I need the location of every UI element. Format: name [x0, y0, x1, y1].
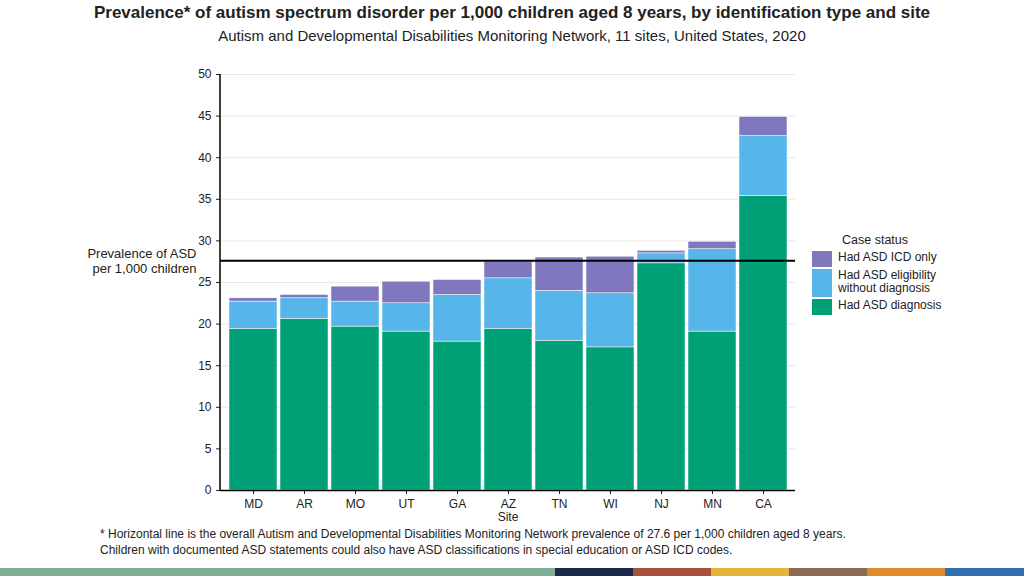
svg-text:NJ: NJ — [654, 497, 669, 511]
svg-text:TN: TN — [552, 497, 568, 511]
svg-text:30: 30 — [198, 234, 212, 248]
html-text:Prevalence* of autism spectrum: Prevalence* of autism spectrum disorder … — [93, 3, 931, 22]
svg-text:CA: CA — [755, 497, 772, 511]
svg-text:AR: AR — [296, 497, 313, 511]
svg-text:45: 45 — [198, 109, 212, 123]
svg-text:25: 25 — [198, 275, 212, 289]
svg-text:40: 40 — [198, 151, 212, 165]
svg-text:0: 0 — [205, 483, 212, 497]
svg-text:Site: Site — [498, 510, 519, 524]
svg-text:AZ: AZ — [500, 497, 517, 511]
html-text:Had ASD ICD only: Had ASD ICD only — [838, 250, 937, 264]
html-text:* Horizontal line is the overa: * Horizontal line is the overall Autism … — [100, 527, 846, 541]
svg-text:10: 10 — [198, 400, 212, 414]
svg-text:WI: WI — [603, 497, 618, 511]
svg-text:MN: MN — [703, 497, 722, 511]
svg-text:UT: UT — [399, 497, 416, 511]
svg-text:5: 5 — [205, 442, 212, 456]
svg-text:MD: MD — [244, 497, 263, 511]
svg-text:Prevalence of ASDper 1,000 chi: Prevalence of ASDper 1,000 children — [87, 246, 196, 275]
svg-text:50: 50 — [198, 67, 212, 81]
svg-text:15: 15 — [198, 359, 212, 373]
html-text:Case status: Case status — [842, 233, 908, 247]
svg-text:GA: GA — [449, 497, 466, 511]
html-text:Had ASD diagnosis: Had ASD diagnosis — [838, 298, 942, 312]
svg-text:35: 35 — [198, 192, 212, 206]
html-text:Had ASD eligibility without di: Had ASD eligibility without diagnosis — [838, 268, 936, 295]
html-text:Autism and Developmental Disab: Autism and Developmental Disabilities Mo… — [218, 27, 806, 44]
svg-text:MO: MO — [346, 497, 365, 511]
html-text:Children with documented ASD s: Children with documented ASD statements … — [100, 543, 733, 557]
svg-text:20: 20 — [198, 317, 212, 331]
